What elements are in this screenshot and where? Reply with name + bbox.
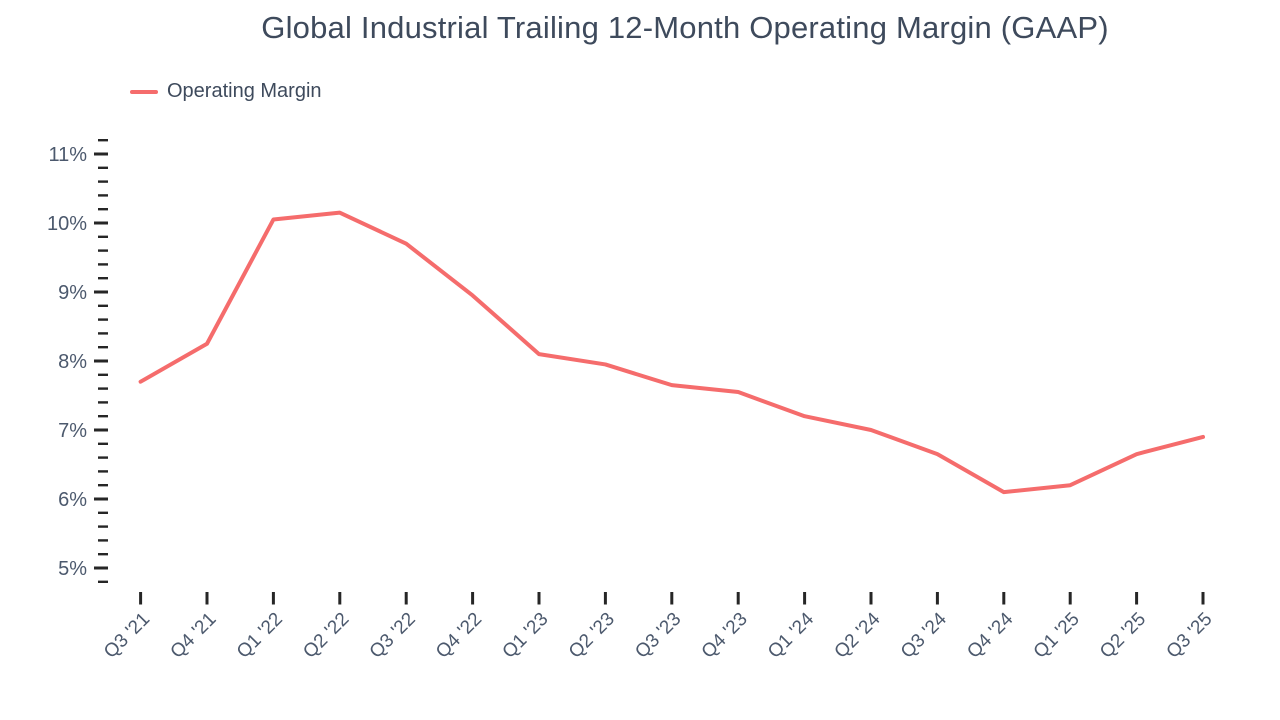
x-axis-tick-label: Q1 '25 — [1030, 609, 1084, 663]
y-axis-tick-label: 10% — [47, 213, 87, 235]
legend-item-operating-margin[interactable]: Operating Margin — [130, 80, 322, 103]
x-axis-tick-label: Q4 '23 — [698, 609, 752, 663]
x-axis-tick-label: Q2 '25 — [1096, 609, 1150, 663]
y-axis-tick-label: 6% — [58, 489, 87, 511]
legend-line-swatch — [130, 89, 158, 94]
x-axis-tick-label: Q4 '24 — [963, 608, 1017, 662]
x-axis-tick-label: Q3 '24 — [897, 608, 951, 662]
legend-label: Operating Margin — [167, 80, 322, 102]
x-axis-tick-label: Q2 '24 — [831, 608, 885, 662]
x-axis-tick-label: Q3 '25 — [1163, 609, 1217, 663]
operating-margin-line — [138, 210, 1205, 495]
x-axis-tick-label: Q1 '22 — [233, 609, 287, 663]
y-axis-tick-label: 5% — [58, 558, 87, 580]
chart-title: Global Industrial Trailing 12-Month Oper… — [261, 10, 1109, 45]
x-axis-tick-label: Q2 '23 — [565, 609, 619, 663]
x-axis-tick-label: Q1 '23 — [499, 609, 553, 663]
x-axis-tick-label: Q3 '22 — [366, 609, 420, 663]
x-axis-tick-label: Q2 '22 — [299, 609, 353, 663]
x-axis-tick-label: Q4 '21 — [167, 609, 221, 663]
y-axis-tick-label: 8% — [58, 351, 87, 373]
x-axis-tick-label: Q3 '23 — [631, 609, 685, 663]
x-axis-tick-label: Q1 '24 — [764, 608, 818, 662]
y-axis-tick-label: 7% — [58, 420, 87, 442]
x-axis-tick-label: Q4 '22 — [432, 609, 486, 663]
y-axis-tick-label: 11% — [48, 144, 87, 166]
x-axis-tick-label: Q3 '21 — [100, 609, 154, 663]
y-axis-tick-label: 9% — [58, 282, 87, 304]
